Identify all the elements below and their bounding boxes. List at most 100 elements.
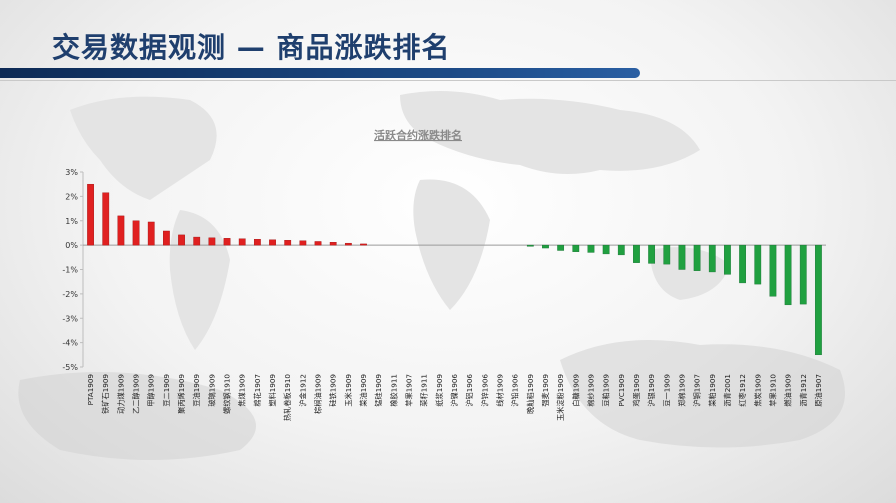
title-divider	[0, 80, 896, 81]
bar-豆一1909	[663, 244, 671, 265]
x-tick-label: 红枣1912	[738, 374, 747, 407]
bar-晚籼稻1909	[526, 244, 534, 247]
bar-原油1907	[815, 244, 822, 356]
y-tick-label: -4%	[62, 339, 78, 348]
bar-菜粕1909	[708, 244, 716, 273]
bar-强麦1909	[542, 244, 549, 249]
x-tick-label: 豆粕1909	[602, 374, 611, 407]
bar-玉米1909	[344, 242, 352, 246]
x-tick-label: 焦煤1909	[238, 374, 247, 407]
y-tick-label: -2%	[62, 290, 78, 299]
bar-螺纹钢1910	[223, 238, 231, 246]
bar-PTA1909	[87, 183, 94, 246]
bar-玉米淀粉1909	[557, 244, 565, 251]
bar-红枣1912	[739, 244, 746, 284]
y-tick-label: 0%	[65, 241, 78, 250]
y-tick-label: 3%	[65, 168, 78, 177]
bar-沥青2001	[724, 244, 731, 275]
x-tick-label: 玉米淀粉1909	[556, 374, 565, 421]
bar-沪金1912	[299, 240, 307, 246]
x-tick-label: 郑棉1909	[677, 374, 686, 407]
x-tick-label: 沪锌1906	[480, 374, 489, 407]
x-tick-label: 原油1907	[814, 374, 823, 407]
x-tick-label: PTA1909	[86, 374, 95, 406]
x-tick-label: 沪银1909	[647, 374, 656, 407]
x-tick-label: 螺纹钢1910	[223, 374, 232, 414]
bar-焦煤1909	[238, 238, 246, 246]
bar-沥青1912	[799, 244, 807, 305]
x-tick-label: 苹果1910	[768, 374, 777, 407]
x-tick-label: 豆一1909	[662, 374, 671, 407]
x-tick-label: 铁矿石1909	[101, 374, 110, 414]
y-tick-label: 1%	[65, 217, 78, 226]
x-tick-label: 聚丙烯1909	[177, 374, 186, 414]
bar-棕榈油1909	[314, 241, 322, 246]
x-tick-label: 白糖1909	[571, 374, 580, 407]
bar-沪铜1907	[693, 244, 701, 271]
x-tick-label: 苹果1907	[405, 374, 414, 407]
x-tick-label: 燃油1909	[784, 374, 793, 407]
bar-棉花1907	[253, 239, 261, 246]
bar-玻璃1909	[208, 237, 216, 246]
x-tick-label: 焦炭1909	[753, 374, 762, 407]
x-tick-label: 沥青1912	[799, 374, 808, 407]
x-tick-label: 晚籼稻1909	[526, 374, 535, 414]
slide-title: 交易数据观测 — 商品涨跌排名	[52, 31, 451, 64]
bar-铁矿石1909	[102, 192, 110, 246]
bar-菜油1909	[360, 243, 367, 246]
x-tick-label: 沥青2001	[723, 374, 732, 407]
x-tick-label: 乙二醇1909	[132, 374, 141, 414]
bar-豆油1909	[193, 236, 201, 246]
bar-苹果1910	[769, 244, 777, 297]
x-tick-label: 棉花1907	[253, 374, 262, 407]
y-tick-label: -5%	[62, 363, 78, 372]
bar-鸡蛋1909	[633, 244, 640, 263]
x-tick-label: 沪镍1906	[450, 374, 459, 407]
x-tick-label: 塑料1909	[268, 374, 277, 407]
x-tick-label: 橡胶1911	[389, 374, 398, 407]
bar-豆二1909	[163, 230, 170, 246]
x-tick-label: 豆油1909	[192, 374, 201, 407]
bar-动力煤1909	[117, 215, 125, 246]
x-tick-label: 锰硅1909	[374, 374, 383, 407]
x-tick-label: 沪金1912	[298, 374, 307, 407]
x-tick-label: 玉米1909	[344, 374, 353, 407]
x-tick-label: 棉纱1909	[586, 374, 595, 407]
bar-沪银1909	[648, 244, 656, 264]
bar-焦炭1909	[754, 244, 762, 285]
x-tick-label: 菜油1909	[359, 374, 368, 407]
x-tick-label: 菜籽1911	[420, 374, 429, 407]
x-tick-label: 甲醇1909	[147, 374, 156, 407]
x-tick-label: 沪铝1906	[465, 374, 474, 407]
x-tick-label: PVC1909	[617, 374, 626, 407]
bar-甲醇1909	[147, 221, 155, 246]
bar-塑料1909	[269, 239, 276, 246]
bar-硅铁1909	[329, 241, 337, 246]
x-tick-label: 热轧卷板1910	[283, 374, 292, 421]
bar-棉纱1909	[587, 244, 595, 253]
bar-燃油1909	[784, 244, 792, 306]
bar-郑棉1909	[678, 244, 686, 270]
y-tick-label: -3%	[62, 314, 78, 323]
x-tick-label: 动力煤1909	[116, 374, 125, 414]
x-tick-label: 沪铅1906	[511, 374, 520, 407]
x-tick-label: 菜粕1909	[708, 374, 717, 407]
x-tick-label: 强麦1909	[541, 374, 550, 407]
bar-PVC1909	[617, 244, 625, 256]
x-tick-label: 硅铁1909	[329, 374, 338, 407]
bar-聚丙烯1909	[178, 234, 185, 246]
x-tick-label: 沪铜1907	[693, 374, 702, 407]
bar-白糖1909	[572, 244, 580, 252]
bar-乙二醇1909	[132, 220, 140, 246]
chart-title: 活跃合约涨跌排名	[374, 128, 462, 142]
bar-豆粕1909	[602, 244, 610, 255]
x-tick-label: 纸浆1909	[435, 374, 444, 407]
x-tick-label: 鸡蛋1909	[632, 374, 641, 407]
x-tick-label: 豆二1909	[162, 374, 171, 407]
y-tick-label: 2%	[65, 192, 78, 201]
x-tick-label: 玻璃1909	[207, 374, 216, 407]
x-tick-label: 线材1909	[495, 374, 504, 407]
title-band	[0, 68, 640, 78]
x-tick-label: 棕榈油1909	[314, 374, 323, 414]
